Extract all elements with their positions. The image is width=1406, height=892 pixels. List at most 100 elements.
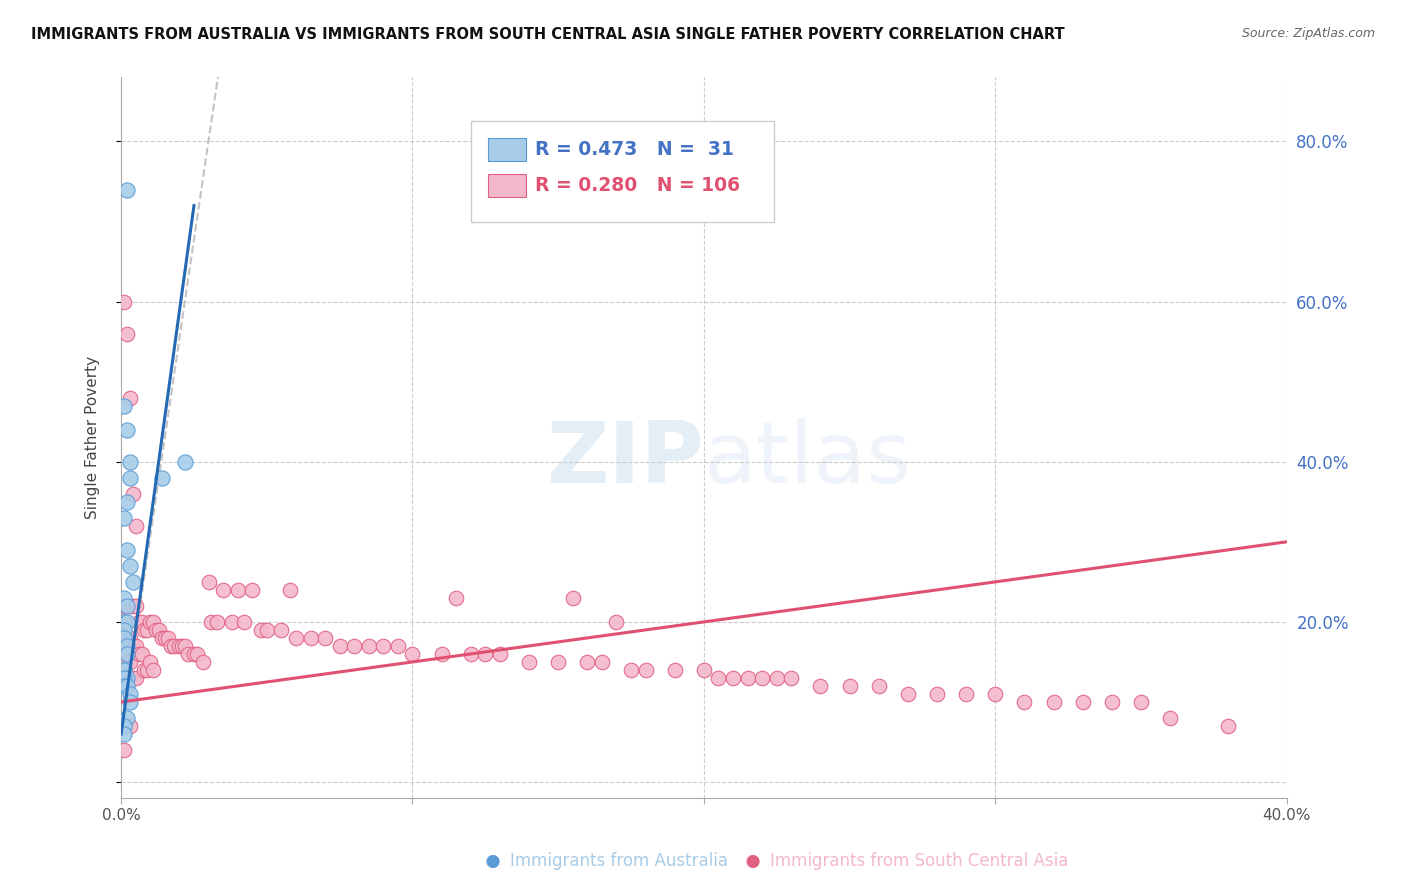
Point <box>112 294 135 309</box>
Point <box>329 639 352 653</box>
Text: R = 0.280   N = 106: R = 0.280 N = 106 <box>534 176 740 195</box>
Point <box>250 623 273 637</box>
Point <box>112 663 135 677</box>
Point <box>984 687 1007 701</box>
Point <box>177 647 200 661</box>
Point <box>112 663 135 677</box>
Point <box>191 655 214 669</box>
Point <box>1129 695 1152 709</box>
Point <box>121 487 143 501</box>
Point <box>707 671 730 685</box>
Point <box>270 623 292 637</box>
Point <box>112 399 135 413</box>
Point <box>121 671 143 685</box>
Point <box>115 639 138 653</box>
Point <box>115 423 138 437</box>
Point <box>1071 695 1094 709</box>
Point <box>118 471 141 485</box>
Point <box>115 599 138 613</box>
Point <box>373 639 395 653</box>
Point <box>256 623 278 637</box>
Point <box>751 671 773 685</box>
Point <box>620 663 643 677</box>
Point <box>115 655 138 669</box>
Point <box>156 631 179 645</box>
Point <box>314 631 336 645</box>
Point <box>115 326 138 341</box>
Point <box>460 647 482 661</box>
Point <box>737 671 759 685</box>
Point <box>136 623 159 637</box>
Point <box>112 599 135 613</box>
Point <box>112 719 135 733</box>
Point <box>128 615 150 629</box>
Point <box>576 655 599 669</box>
Point <box>112 631 135 645</box>
FancyBboxPatch shape <box>471 120 773 221</box>
Point <box>125 518 148 533</box>
FancyBboxPatch shape <box>488 174 526 197</box>
Point <box>517 655 540 669</box>
Point <box>150 471 173 485</box>
Point <box>112 615 135 629</box>
Point <box>925 687 948 701</box>
Point <box>278 582 301 597</box>
Point <box>1218 719 1240 733</box>
Point <box>1014 695 1036 709</box>
Point <box>547 655 569 669</box>
Point <box>232 615 254 629</box>
Point <box>561 591 583 605</box>
Point <box>115 679 138 693</box>
Point <box>115 542 138 557</box>
Point <box>153 631 176 645</box>
Point <box>118 719 141 733</box>
Point <box>125 671 148 685</box>
Point <box>444 591 467 605</box>
Point <box>112 671 135 685</box>
Point <box>115 647 138 661</box>
Point <box>240 582 263 597</box>
Point <box>136 663 159 677</box>
Point <box>125 639 148 653</box>
Text: ●: ● <box>485 852 499 870</box>
Point <box>118 558 141 573</box>
Text: atlas: atlas <box>704 417 912 501</box>
Point <box>112 623 135 637</box>
Point <box>186 647 208 661</box>
Point <box>955 687 977 701</box>
Point <box>200 615 222 629</box>
Point <box>148 623 170 637</box>
Point <box>125 599 148 613</box>
Point <box>115 599 138 613</box>
Point <box>118 671 141 685</box>
Point <box>838 679 860 693</box>
Point <box>118 391 141 405</box>
Point <box>868 679 890 693</box>
Point <box>489 647 512 661</box>
Point <box>112 743 135 757</box>
Point <box>357 639 380 653</box>
Point <box>1101 695 1123 709</box>
Point <box>115 711 138 725</box>
Point <box>121 639 143 653</box>
Point <box>134 663 156 677</box>
Point <box>121 599 143 613</box>
Point <box>118 631 141 645</box>
Point <box>174 639 197 653</box>
Point <box>401 647 423 661</box>
Point <box>284 631 307 645</box>
Point <box>226 582 249 597</box>
Text: ●: ● <box>745 852 759 870</box>
Point <box>183 647 205 661</box>
Point <box>118 695 141 709</box>
Point <box>115 647 138 661</box>
Point <box>664 663 686 677</box>
Point <box>693 663 716 677</box>
Point <box>1042 695 1064 709</box>
Point <box>142 615 165 629</box>
Point <box>162 639 184 653</box>
Point <box>343 639 366 653</box>
Point <box>112 615 135 629</box>
Point <box>299 631 322 645</box>
Point <box>115 671 138 685</box>
